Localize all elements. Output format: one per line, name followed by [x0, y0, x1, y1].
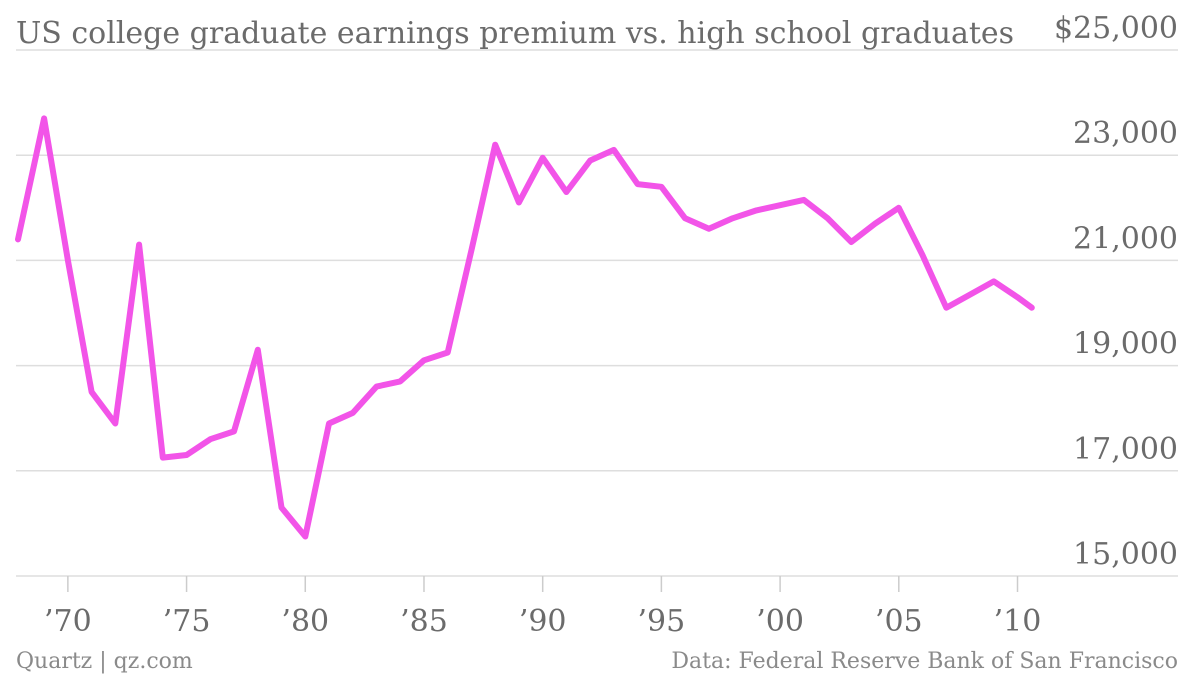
x-tick-label: ’75 — [163, 604, 211, 639]
gridlines — [16, 49, 1178, 577]
series-layer — [15, 115, 1035, 540]
y-tick-label: $25,000 — [1054, 11, 1178, 46]
y-tick-label: 21,000 — [1073, 221, 1178, 256]
x-tick-label: ’70 — [44, 604, 92, 639]
x-tick-label: ’80 — [281, 604, 329, 639]
y-tick-label: 17,000 — [1073, 432, 1178, 467]
x-tick-label: ’85 — [400, 604, 448, 639]
y-tick-label: 23,000 — [1073, 116, 1178, 151]
x-tick-label: ’05 — [875, 604, 923, 639]
x-tick-label: ’00 — [756, 604, 804, 639]
y-tick-label: 19,000 — [1073, 327, 1178, 362]
x-tick-label: ’90 — [519, 604, 567, 639]
x-tick-label: ’95 — [638, 604, 686, 639]
data-source: Data: Federal Reserve Bank of San Franci… — [671, 649, 1178, 674]
chart-title: US college graduate earnings premium vs.… — [16, 16, 1014, 51]
x-axis: ’70 ’75 ’80 ’85 ’90 ’95 ’00 ’05 ’10 — [44, 576, 1041, 639]
y-axis: 15,000 17,000 19,000 21,000 23,000 $25,000 — [1054, 11, 1178, 572]
source-credit: Quartz | qz.com — [16, 649, 193, 674]
y-tick-label: 15,000 — [1073, 537, 1178, 572]
earnings-premium-line — [15, 115, 1035, 540]
x-tick-label: ’10 — [994, 604, 1042, 639]
